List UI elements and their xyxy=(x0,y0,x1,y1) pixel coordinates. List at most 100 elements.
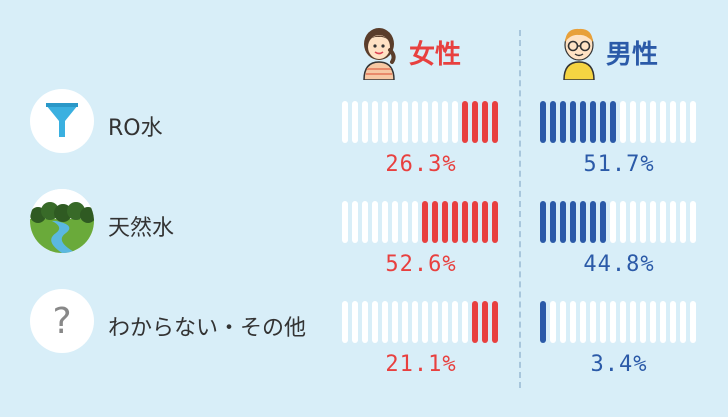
empty-tick xyxy=(630,101,636,143)
funnel-icon xyxy=(30,89,94,153)
empty-tick xyxy=(382,301,388,343)
filled-tick xyxy=(540,301,546,343)
empty-tick xyxy=(670,101,676,143)
question-icon: ? xyxy=(30,289,94,353)
empty-tick xyxy=(392,101,398,143)
filled-tick xyxy=(462,201,468,243)
filled-tick xyxy=(540,201,546,243)
male-avatar-icon xyxy=(556,24,602,81)
filled-tick xyxy=(472,201,478,243)
row-label-ro: RO水 xyxy=(108,116,163,141)
value-label-female-ro: 26.3% xyxy=(385,152,457,177)
bar-female-ro xyxy=(342,101,502,143)
empty-tick xyxy=(352,101,358,143)
filled-tick xyxy=(570,201,576,243)
empty-tick xyxy=(402,101,408,143)
empty-tick xyxy=(660,301,666,343)
column-divider xyxy=(519,30,521,388)
empty-tick xyxy=(670,301,676,343)
empty-tick xyxy=(442,301,448,343)
value-label-female-unknown: 21.1% xyxy=(385,352,457,377)
filled-tick xyxy=(560,201,566,243)
empty-tick xyxy=(372,201,378,243)
female-avatar-icon xyxy=(356,24,402,81)
empty-tick xyxy=(610,201,616,243)
empty-tick xyxy=(342,201,348,243)
empty-tick xyxy=(352,301,358,343)
value-label-male-natural: 44.8% xyxy=(583,252,655,277)
filled-tick xyxy=(472,301,478,343)
bar-female-natural xyxy=(342,201,502,243)
filled-tick xyxy=(540,101,546,143)
filled-tick xyxy=(580,201,586,243)
bar-male-ro xyxy=(540,101,700,143)
empty-tick xyxy=(650,101,656,143)
filled-tick xyxy=(442,201,448,243)
filled-tick xyxy=(482,201,488,243)
empty-tick xyxy=(620,301,626,343)
filled-tick xyxy=(482,101,488,143)
filled-tick xyxy=(610,101,616,143)
empty-tick xyxy=(382,201,388,243)
empty-tick xyxy=(392,201,398,243)
female-header: 女性 xyxy=(409,40,462,70)
empty-tick xyxy=(680,201,686,243)
value-label-female-natural: 52.6% xyxy=(385,252,457,277)
empty-tick xyxy=(372,301,378,343)
empty-tick xyxy=(422,301,428,343)
empty-tick xyxy=(650,201,656,243)
empty-tick xyxy=(412,101,418,143)
empty-tick xyxy=(640,201,646,243)
empty-tick xyxy=(620,101,626,143)
empty-tick xyxy=(402,301,408,343)
empty-tick xyxy=(432,101,438,143)
empty-tick xyxy=(342,301,348,343)
empty-tick xyxy=(352,201,358,243)
empty-tick xyxy=(640,101,646,143)
filled-tick xyxy=(570,101,576,143)
value-label-male-unknown: 3.4% xyxy=(590,352,648,377)
empty-tick xyxy=(462,301,468,343)
empty-tick xyxy=(452,301,458,343)
landscape-icon xyxy=(30,189,94,253)
empty-tick xyxy=(382,101,388,143)
empty-tick xyxy=(392,301,398,343)
empty-tick xyxy=(362,101,368,143)
empty-tick xyxy=(362,301,368,343)
row-label-natural: 天然水 xyxy=(108,216,175,241)
empty-tick xyxy=(690,301,696,343)
empty-tick xyxy=(620,201,626,243)
filled-tick xyxy=(590,101,596,143)
empty-tick xyxy=(362,201,368,243)
empty-tick xyxy=(442,101,448,143)
empty-tick xyxy=(660,101,666,143)
empty-tick xyxy=(690,201,696,243)
filled-tick xyxy=(600,201,606,243)
empty-tick xyxy=(670,201,676,243)
empty-tick xyxy=(372,101,378,143)
filled-tick xyxy=(482,301,488,343)
empty-tick xyxy=(560,301,566,343)
empty-tick xyxy=(590,301,596,343)
empty-tick xyxy=(680,301,686,343)
filled-tick xyxy=(492,101,498,143)
empty-tick xyxy=(630,201,636,243)
empty-tick xyxy=(342,101,348,143)
empty-tick xyxy=(412,301,418,343)
empty-tick xyxy=(580,301,586,343)
bar-male-unknown xyxy=(540,301,700,343)
filled-tick xyxy=(492,201,498,243)
empty-tick xyxy=(660,201,666,243)
empty-tick xyxy=(600,301,606,343)
filled-tick xyxy=(452,201,458,243)
filled-tick xyxy=(472,101,478,143)
empty-tick xyxy=(412,201,418,243)
bar-male-natural xyxy=(540,201,700,243)
filled-tick xyxy=(550,101,556,143)
empty-tick xyxy=(550,301,556,343)
filled-tick xyxy=(560,101,566,143)
filled-tick xyxy=(492,301,498,343)
empty-tick xyxy=(630,301,636,343)
male-header: 男性 xyxy=(606,40,659,70)
empty-tick xyxy=(650,301,656,343)
